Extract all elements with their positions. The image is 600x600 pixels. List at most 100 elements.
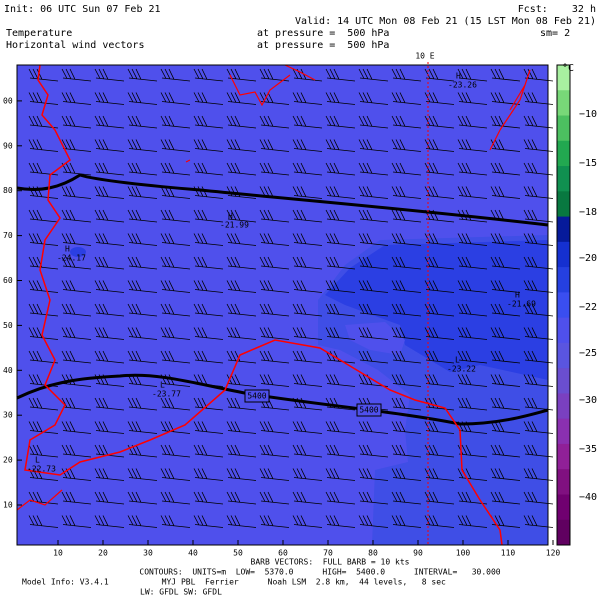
forecast-hour: Fcst: 32 h — [518, 4, 596, 15]
y-tick-label: 70 — [3, 231, 13, 240]
wind-barb — [292, 397, 323, 411]
wind-barb — [160, 256, 191, 270]
wind-barb — [523, 233, 554, 246]
x-tick-label: 100 — [456, 549, 471, 558]
wind-barb — [94, 209, 125, 223]
wind-barb — [325, 374, 356, 387]
wind-barb — [292, 115, 323, 129]
wind-barb — [94, 397, 125, 411]
wind-barb — [325, 139, 356, 152]
wind-barb — [325, 491, 356, 505]
wind-barb — [193, 233, 224, 246]
wind-barb — [160, 327, 191, 340]
wind-barb — [259, 515, 290, 528]
wind-barb — [259, 397, 290, 411]
wind-barb — [391, 162, 422, 176]
wind-barb — [391, 444, 422, 458]
wind-barb — [292, 280, 323, 293]
wind-barb — [259, 209, 290, 223]
wind-barb — [160, 209, 191, 223]
footer: LW: GFDL SW: GFDL — [140, 588, 222, 597]
wind-barb — [226, 303, 257, 317]
wind-barb — [259, 92, 290, 105]
wind-barb — [325, 515, 356, 528]
wind-barb — [28, 491, 59, 505]
x-tick-label: 120 — [546, 549, 561, 558]
wind-barb — [127, 327, 158, 340]
wind-barb — [193, 444, 224, 458]
wind-barb — [259, 139, 290, 152]
wind-barb — [358, 303, 389, 317]
field-name: Horizontal wind vectors — [6, 40, 144, 51]
wind-barb — [292, 444, 323, 458]
wind-barb — [292, 68, 323, 82]
x-tick-label: 50 — [233, 549, 243, 558]
wind-barb — [193, 327, 224, 340]
wind-barb — [61, 280, 92, 293]
colorbar-swatch — [557, 166, 570, 192]
wind-barb — [61, 139, 92, 152]
wind-barb — [94, 233, 125, 246]
wind-barb — [523, 421, 554, 434]
wind-barb — [61, 374, 92, 387]
wind-barb — [358, 350, 389, 364]
y-tick-label: 50 — [3, 321, 13, 330]
fill-region — [325, 240, 548, 380]
wind-barb — [523, 327, 554, 340]
height-contour — [16, 173, 549, 227]
wind-barb — [127, 186, 158, 199]
wind-barb — [358, 186, 389, 199]
wind-barb — [94, 139, 125, 152]
wind-barb — [193, 515, 224, 528]
wind-barb — [94, 491, 125, 505]
wind-barb — [490, 92, 521, 105]
wind-barb — [292, 92, 323, 105]
wind-barb — [160, 68, 191, 82]
extremum-value: -23.26 — [448, 81, 477, 90]
wind-barb — [259, 468, 290, 481]
coastline — [24, 64, 503, 546]
footer: CONTOURS: UNITS=m LOW= 5370.0 HIGH= 5400… — [139, 568, 500, 577]
wind-barb — [424, 327, 455, 340]
colorbar-label: −30 — [579, 395, 597, 406]
wind-barb — [457, 491, 488, 505]
wind-barb — [424, 139, 455, 152]
wind-barb — [28, 256, 59, 270]
wind-barb — [160, 92, 191, 105]
wind-barb — [259, 68, 290, 82]
wind-barb — [61, 491, 92, 505]
wind-barb — [94, 280, 125, 293]
wind-barb — [391, 115, 422, 129]
wind-barb — [325, 468, 356, 481]
field-name: Temperature — [6, 28, 72, 39]
wind-barb — [94, 68, 125, 82]
wind-barb — [259, 233, 290, 246]
wind-barb — [490, 444, 521, 458]
wind-barb — [391, 327, 422, 340]
wind-barb — [490, 233, 521, 246]
wind-barb — [94, 468, 125, 481]
wind-barb — [61, 209, 92, 223]
wind-barb — [523, 280, 554, 293]
wind-barb — [523, 350, 554, 364]
colorbar-swatch — [557, 65, 570, 91]
wind-barb — [292, 139, 323, 152]
wind-barb — [127, 468, 158, 481]
wind-barb — [292, 303, 323, 317]
wind-barb — [391, 92, 422, 105]
wind-barb — [226, 327, 257, 340]
wind-barb — [193, 92, 224, 105]
y-tick-label: 40 — [3, 366, 13, 375]
wind-barb — [61, 397, 92, 411]
wind-barb — [94, 327, 125, 340]
wind-barb — [457, 162, 488, 176]
wind-barb — [325, 115, 356, 129]
wind-barb — [61, 256, 92, 270]
extremum-symbol: H — [515, 291, 520, 300]
wind-barb — [523, 68, 554, 82]
wind-barb — [226, 186, 257, 199]
wind-barb — [259, 350, 290, 364]
wind-barb — [160, 515, 191, 528]
wind-barb — [193, 162, 224, 176]
